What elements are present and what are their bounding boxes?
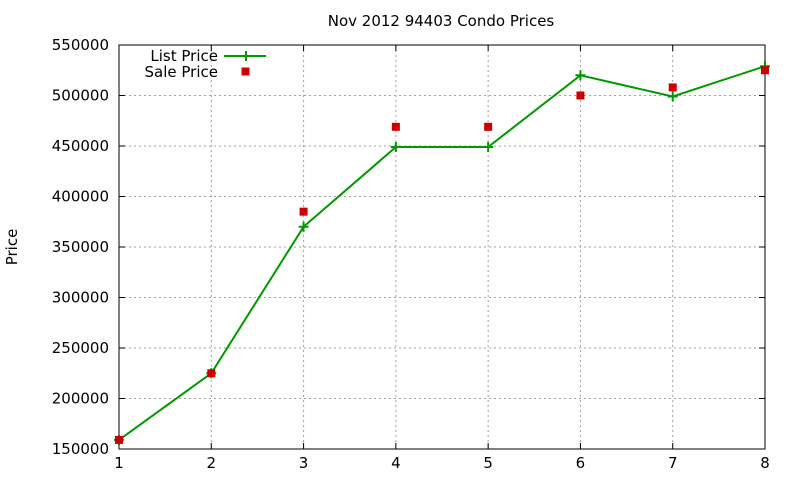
- data-point-list-price: [575, 70, 586, 81]
- data-point-sale-price: [484, 122, 493, 131]
- x-tick-label: 7: [668, 454, 678, 472]
- data-point-list-price: [390, 142, 401, 153]
- plot-border: [118, 44, 766, 450]
- y-tick-label: 450000: [52, 137, 109, 155]
- x-tick-label: 5: [483, 454, 493, 472]
- series: [114, 61, 770, 445]
- y-tick-label: 200000: [52, 390, 109, 408]
- x-tick-labels: 1 2 3 4 5 6 7 8: [114, 454, 770, 472]
- data-point-list-price: [298, 221, 309, 232]
- y-tick-label: 350000: [52, 238, 109, 256]
- legend-label-sale-price: Sale Price: [145, 63, 218, 81]
- data-point-sale-price: [115, 435, 123, 444]
- data-point-sale-price: [299, 207, 308, 216]
- plot-frame: [118, 44, 766, 450]
- x-tick-label: 8: [760, 454, 770, 472]
- y-tick-label: 300000: [52, 289, 109, 307]
- legend-marker-sale-price: [241, 67, 250, 76]
- data-point-sale-price: [668, 83, 677, 92]
- data-point-list-price: [667, 91, 678, 102]
- series-line-list-price: [118, 65, 766, 441]
- y-tick-label: 550000: [52, 36, 109, 54]
- x-tick-label: 1: [114, 454, 124, 472]
- data-point-sale-price: [576, 91, 585, 100]
- y-tick-label: 250000: [52, 339, 109, 357]
- data-point-sale-price: [391, 122, 400, 131]
- x-tick-label: 6: [576, 454, 586, 472]
- legend-label-list-price: List Price: [150, 47, 218, 65]
- y-tick-label: 150000: [52, 440, 109, 458]
- x-tick-label: 4: [391, 454, 401, 472]
- grid: [119, 45, 765, 449]
- y-tick-label: 500000: [52, 87, 109, 105]
- y-tick-labels: 150000 200000 250000 300000 350000 400000 4500…: [52, 36, 109, 458]
- legend: List Price Sale Price: [145, 47, 266, 81]
- data-point-sale-price: [761, 66, 769, 75]
- data-point-list-price: [483, 142, 494, 153]
- legend-marker-list-price: [241, 51, 251, 61]
- y-tick-label: 400000: [52, 188, 109, 206]
- y-axis-label: Price: [3, 229, 21, 266]
- x-tick-label: 3: [299, 454, 309, 472]
- data-point-sale-price: [207, 369, 216, 378]
- x-tick-label: 2: [207, 454, 217, 472]
- chart-title: Nov 2012 94403 Condo Prices: [328, 12, 555, 30]
